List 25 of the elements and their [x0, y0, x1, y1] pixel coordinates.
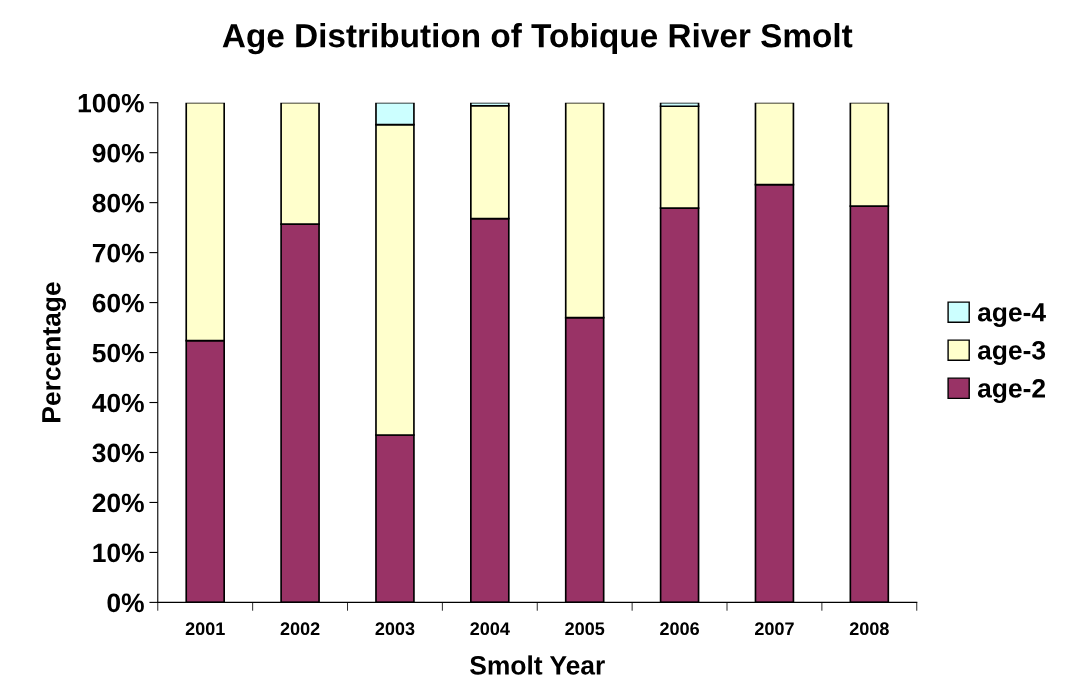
- y-tick-label: 80%: [92, 193, 144, 213]
- legend-label: age-4: [977, 303, 1046, 327]
- legend-label: age-3: [977, 340, 1046, 365]
- x-tick-label: 2003: [375, 622, 415, 636]
- y-tick-label: 20%: [92, 493, 144, 513]
- y-tick-label: 70%: [92, 243, 144, 263]
- x-tick-label: 2006: [660, 622, 700, 636]
- y-tick-label: 100%: [78, 93, 144, 113]
- y-tick-label: 30%: [92, 443, 144, 463]
- y-tick-label: 40%: [92, 393, 144, 413]
- y-tick-label: 10%: [93, 543, 144, 563]
- y-axis-title: Percentage: [42, 282, 66, 422]
- y-tick-label: 0%: [107, 593, 144, 613]
- y-tick-label: 90%: [92, 143, 144, 163]
- x-tick-label: 2002: [280, 622, 320, 636]
- x-axis-title: Smolt Year: [470, 655, 605, 675]
- x-tick-label: 2008: [849, 622, 889, 636]
- y-tick-label: 60%: [92, 293, 144, 313]
- legend-label: age-2: [977, 379, 1046, 404]
- x-tick-label: 2004: [470, 622, 510, 636]
- y-tick-label: 50%: [92, 343, 144, 363]
- x-tick-label: 2001: [185, 622, 225, 636]
- x-tick-label: 2007: [754, 622, 794, 636]
- x-tick-label: 2005: [565, 622, 605, 636]
- chart-title: Age Distribution of Tobique River Smolt: [222, 23, 853, 55]
